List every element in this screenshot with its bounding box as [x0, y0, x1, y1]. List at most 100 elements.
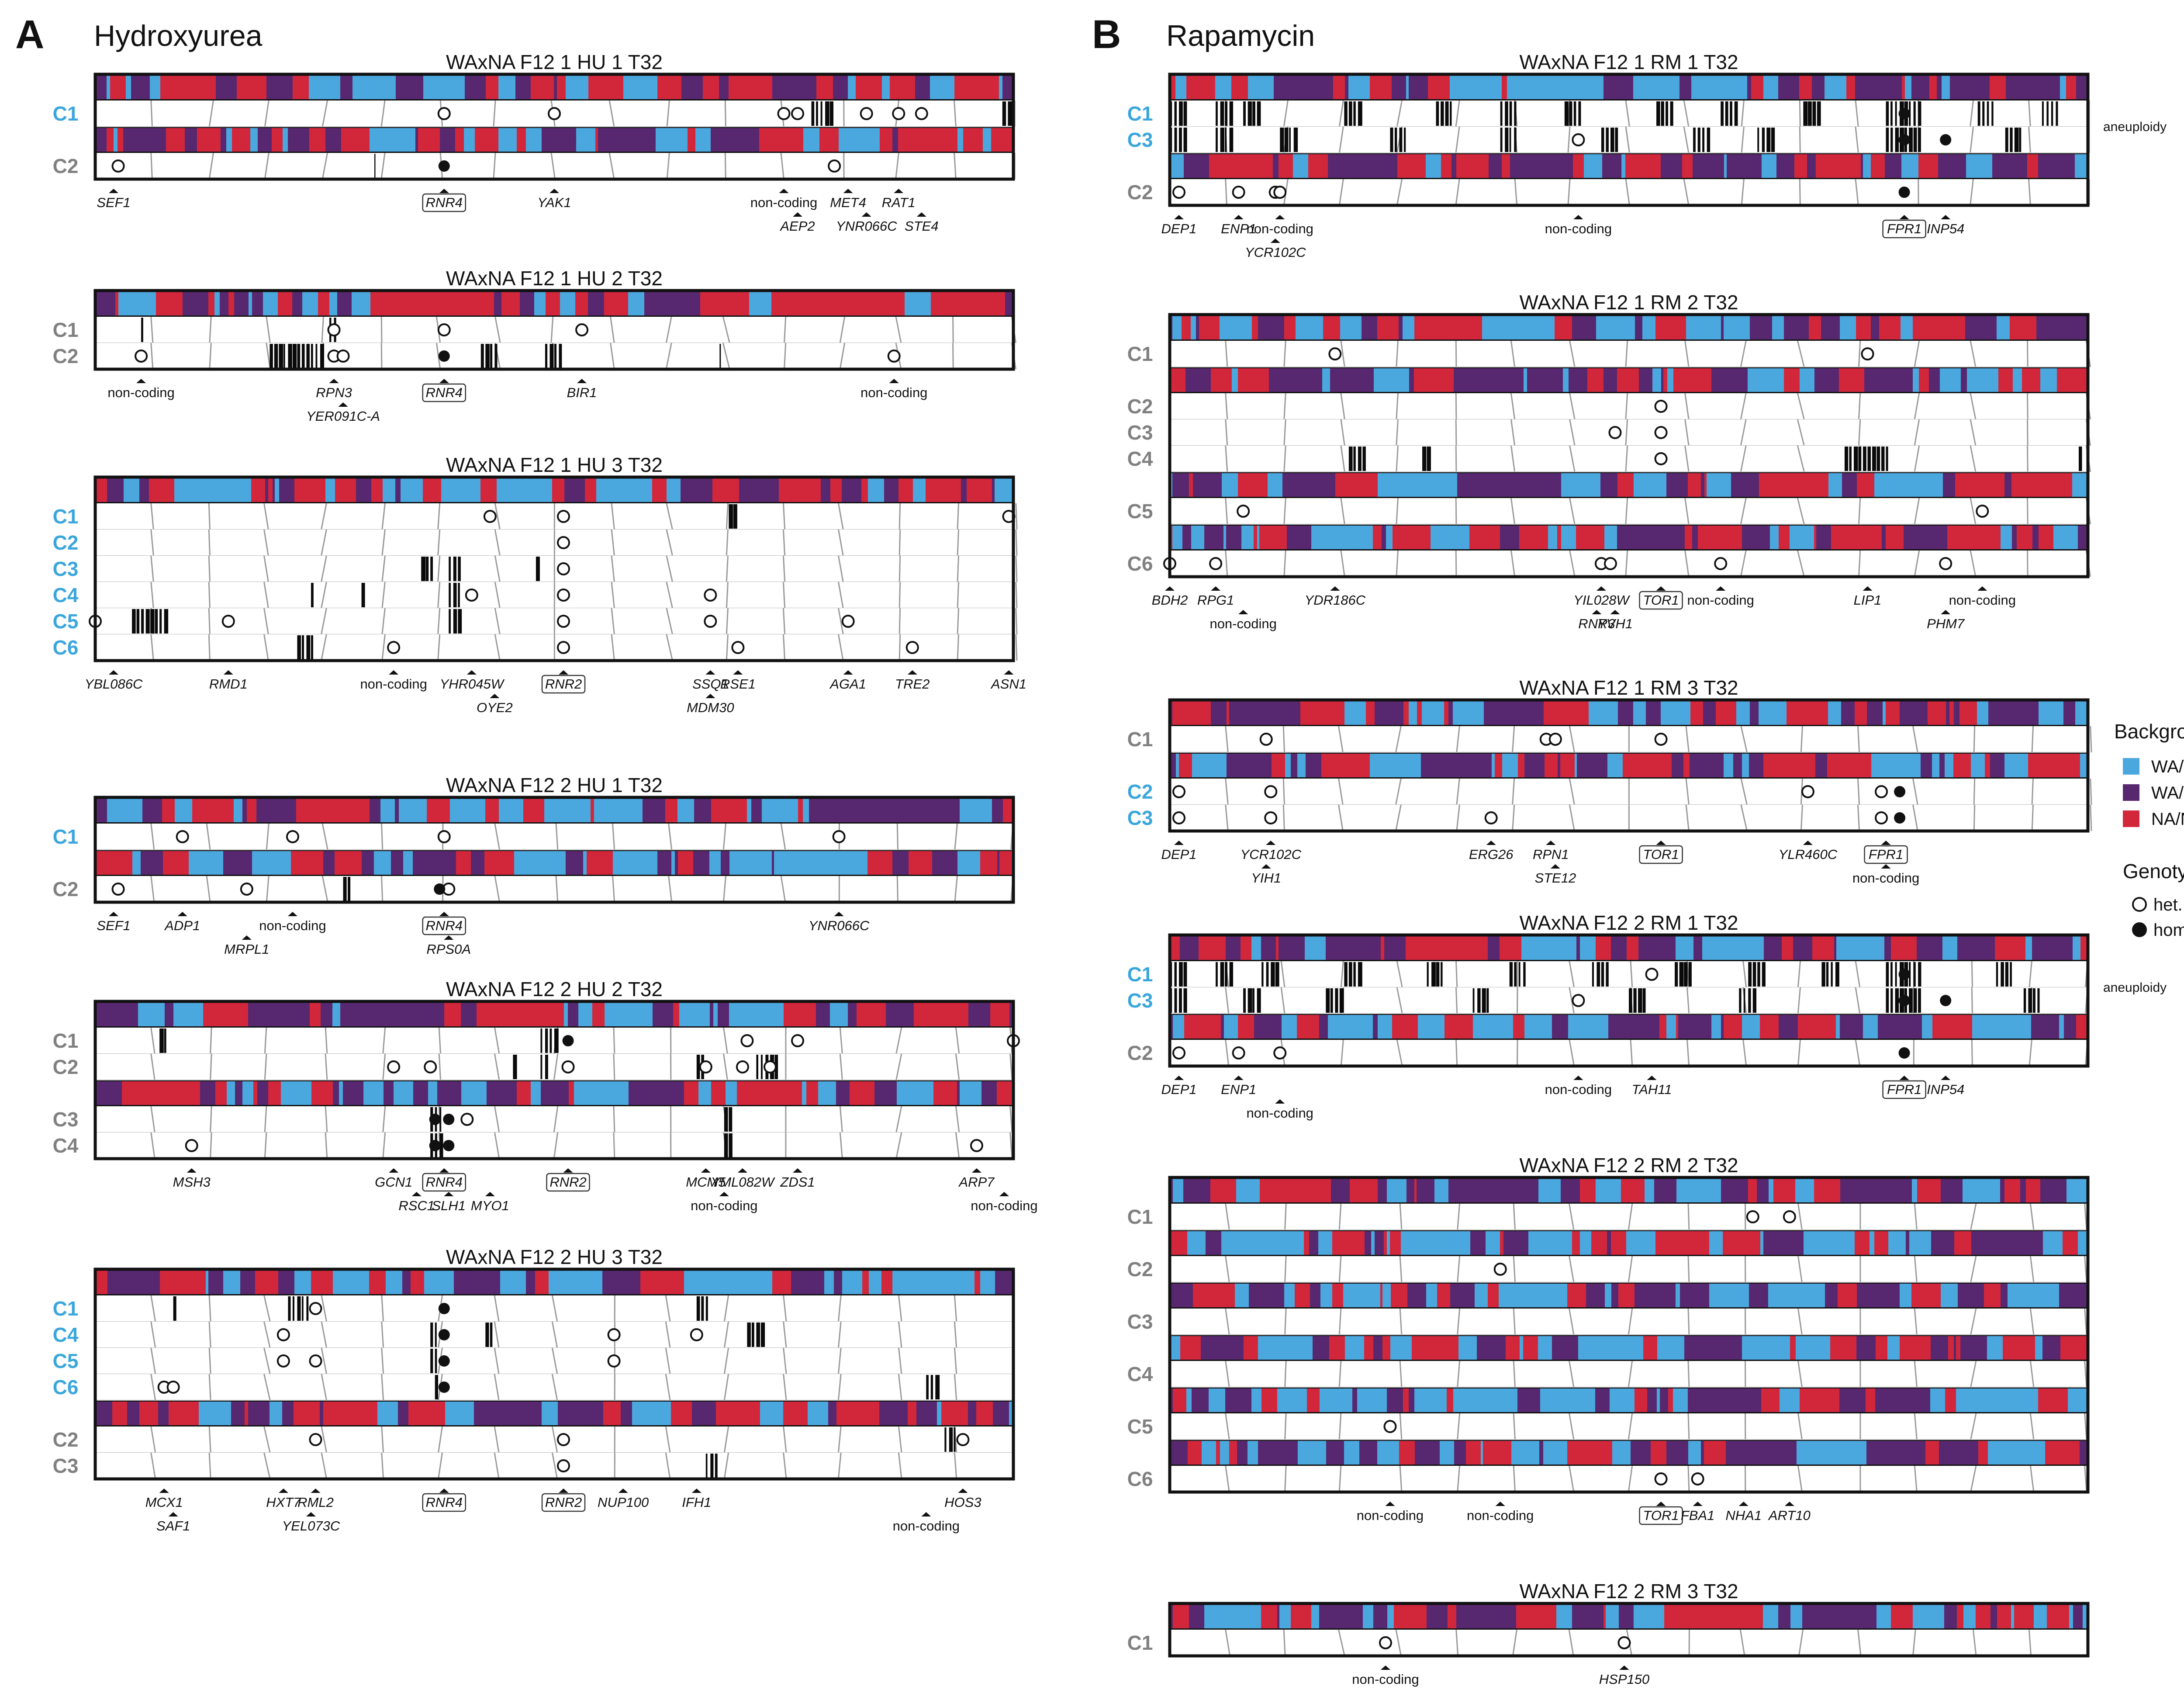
background-segment	[2042, 1335, 2049, 1361]
background-segment	[515, 1400, 526, 1426]
background-segment	[187, 291, 202, 317]
background-segment	[612, 74, 617, 100]
chromosome-separator	[2028, 1039, 2032, 1066]
background-segment	[517, 127, 526, 153]
background-segment	[1910, 700, 1918, 726]
background-segment	[677, 1400, 692, 1426]
background-segment	[1660, 1387, 1664, 1413]
background-segment	[1399, 472, 1404, 498]
background-segment	[814, 477, 821, 503]
background-segment	[1229, 1440, 1237, 1466]
chromosome-separator	[1340, 445, 1345, 472]
background-segment	[1589, 700, 1603, 726]
chromosome-separator	[1340, 393, 1345, 420]
chromosome-separator	[610, 316, 615, 343]
background-segment	[1527, 367, 1544, 393]
background-segment	[2024, 524, 2027, 551]
background-segment	[1540, 1387, 1554, 1413]
background-segment	[2059, 1014, 2064, 1040]
background-segment	[1953, 315, 1966, 341]
background-segment	[150, 850, 163, 876]
background-segment	[1944, 1335, 1949, 1361]
background-segment	[1297, 1014, 1313, 1040]
background-segment	[1803, 1335, 1807, 1361]
background-segment	[754, 74, 759, 100]
gene-marker: RNR4	[422, 1489, 467, 1512]
background-segment	[1387, 1387, 1403, 1413]
background-segment	[318, 291, 330, 317]
gene-marker: non-coding	[107, 379, 175, 400]
background-segment	[1313, 1335, 1318, 1361]
background-segment	[943, 797, 960, 824]
het-mutation-marker	[309, 1354, 322, 1368]
background-segment	[664, 1001, 674, 1028]
loh-block	[1697, 128, 1700, 152]
background-segment	[1956, 367, 1961, 393]
background-segment	[736, 127, 750, 153]
background-segment	[1714, 524, 1717, 551]
het-mutation-marker	[424, 1060, 437, 1073]
background-segment	[1927, 472, 1943, 498]
gene-label: MRPL1	[224, 942, 269, 957]
background-segment	[1658, 752, 1669, 779]
background-segment	[643, 74, 654, 100]
background-segment	[1872, 74, 1885, 100]
background-segment	[1335, 315, 1341, 341]
hom-mutation-marker	[1898, 108, 1910, 119]
background-segment	[1321, 752, 1330, 779]
background-segment	[2012, 524, 2017, 551]
background-segment	[500, 1269, 514, 1295]
chromosome-separator	[1225, 804, 1229, 831]
background-segment	[2069, 1177, 2081, 1204]
background-segment	[1748, 1177, 1757, 1204]
loh-block	[159, 1028, 164, 1053]
background-segment	[1779, 1014, 1794, 1040]
background-segment	[722, 291, 737, 317]
background-segment	[729, 1400, 737, 1426]
background-segment	[1932, 74, 1937, 100]
chromosome-separator	[665, 1374, 671, 1401]
background-segment	[1173, 1440, 1188, 1466]
background-segment	[2079, 700, 2088, 726]
background-segment	[1227, 74, 1232, 100]
background-segment	[1913, 1603, 1921, 1630]
chromosome-separator	[726, 555, 729, 582]
chromosome-separator	[780, 152, 784, 180]
background-segment	[1702, 153, 1705, 179]
clone-row: C6	[53, 634, 1018, 661]
loh-block	[1886, 988, 1889, 1013]
background-segment	[1310, 315, 1313, 341]
background-segment	[678, 850, 685, 876]
background-segment	[1914, 1387, 1924, 1413]
background-segment	[1265, 1603, 1278, 1630]
chromosome-separator	[838, 529, 844, 556]
background-segment	[1350, 1177, 1358, 1204]
background-segment	[1299, 74, 1313, 100]
background-segment	[1704, 1440, 1717, 1466]
background-segment	[1790, 1335, 1793, 1361]
background-segment	[885, 1269, 893, 1295]
background-segment	[2042, 367, 2057, 393]
background-segment	[282, 291, 293, 317]
background-segment	[890, 1400, 898, 1426]
chromosome-separator	[1569, 1203, 1575, 1230]
background-segment	[1586, 1282, 1598, 1309]
background-segment	[1173, 1387, 1185, 1413]
background-segment	[835, 127, 839, 153]
gene-arrow-icon	[1174, 841, 1184, 845]
background-segment	[202, 291, 209, 317]
gene-marker: ART10	[1768, 1502, 1811, 1523]
het-mutation-marker	[176, 830, 189, 843]
background-segment	[691, 1001, 695, 1028]
background-segment	[1748, 1335, 1750, 1361]
background-segment	[1244, 1335, 1258, 1361]
background-segment	[1538, 752, 1545, 779]
background-segment	[1175, 74, 1180, 100]
loh-block	[1890, 101, 1893, 126]
gene-arrow-icon	[1174, 1076, 1184, 1080]
chromosome-separator	[2028, 100, 2031, 127]
background-segment	[1662, 1230, 1675, 1256]
het-mutation-marker	[1209, 557, 1223, 570]
chromosome-separator	[1283, 498, 1286, 525]
background-segment	[614, 1269, 620, 1295]
